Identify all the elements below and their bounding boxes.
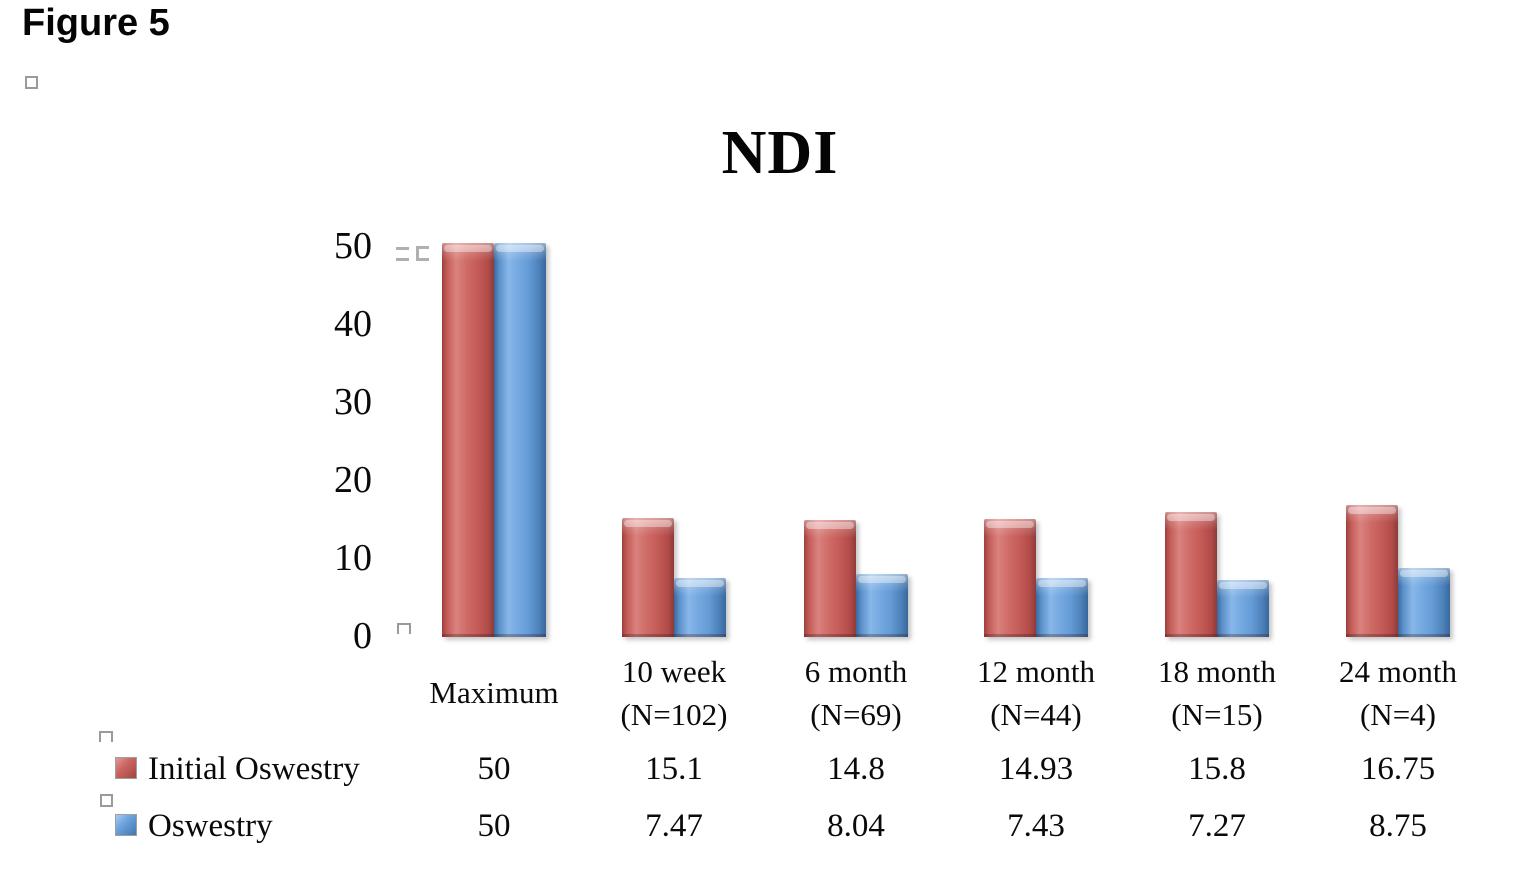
series-label: Oswestry [148,808,273,844]
bar-oswestry [494,243,546,637]
value-cell: 15.1 [645,751,703,787]
value-cell: 14.8 [827,751,885,787]
bar-oswestry [674,578,726,637]
bar-oswestry [1036,578,1088,637]
value-cell: 7.43 [1007,808,1065,844]
bar-initial-oswestry [1346,505,1398,637]
figure-label: Figure 5 [22,2,170,44]
legend-swatch [115,814,137,836]
series-label: Initial Oswestry [148,751,360,787]
selection-handle-icon [396,247,409,261]
value-cell: 14.93 [998,751,1074,787]
value-cell: 16.75 [1360,751,1436,787]
bar-oswestry [1217,580,1269,637]
category-label: 6 month (N=69) [804,654,908,732]
value-cell: 50 [477,808,511,844]
bar-initial-oswestry [984,519,1036,637]
category-label: 10 week (N=102) [620,654,728,732]
y-tick-label: 10 [334,537,372,579]
y-tick-label: 30 [334,381,372,423]
value-cell: 7.27 [1188,808,1246,844]
bar-oswestry [856,574,908,637]
y-tick-label: 0 [353,615,372,657]
value-cell: 8.04 [827,808,885,844]
selection-handle-icon [99,731,113,742]
bar-initial-oswestry [1165,512,1217,637]
y-tick-label: 40 [334,303,372,345]
value-cell: 15.8 [1188,751,1246,787]
y-tick-label: 50 [334,225,372,267]
value-cell: 50 [477,751,511,787]
value-cell: 8.75 [1369,808,1427,844]
category-label: Maximum [429,675,559,710]
selection-handle-icon [25,76,38,89]
bar-initial-oswestry [442,243,494,637]
selection-handle-icon [416,246,429,261]
category-label: 12 month (N=44) [977,654,1095,732]
value-cell: 7.47 [645,808,703,844]
chart-title: NDI [721,119,839,187]
bar-initial-oswestry [622,518,674,637]
legend-swatch [115,757,137,779]
category-label: 24 month (N=4) [1339,654,1457,732]
selection-handle-icon [397,623,411,634]
category-label: 18 month (N=15) [1158,654,1276,732]
selection-handle-icon [100,794,113,807]
bar-initial-oswestry [804,520,856,637]
y-tick-label: 20 [334,459,372,501]
bar-oswestry [1398,568,1450,637]
